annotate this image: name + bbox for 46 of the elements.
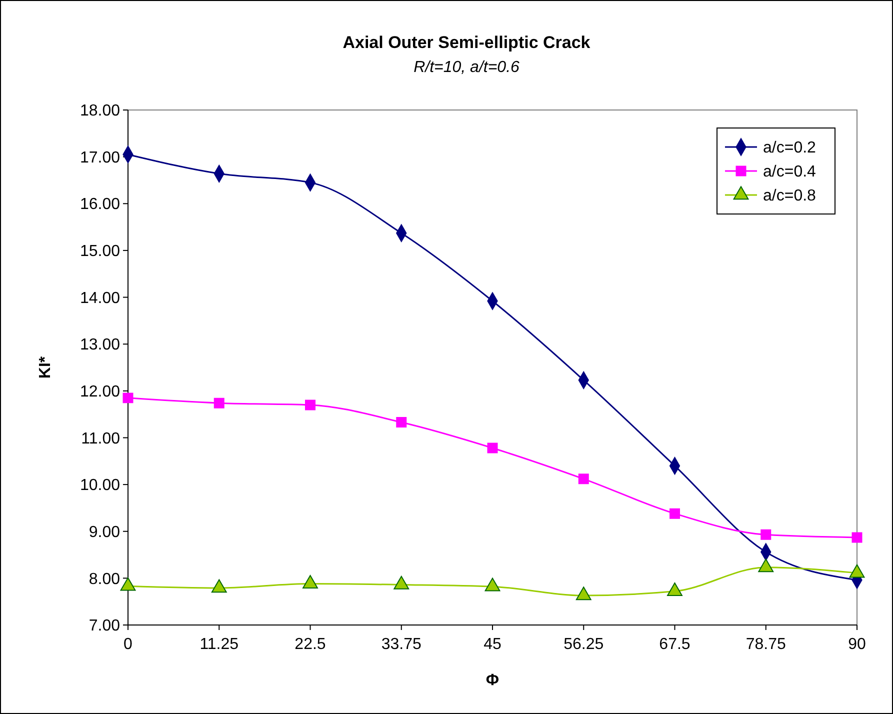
x-tick-label: 45 bbox=[484, 636, 502, 653]
y-tick-label: 11.00 bbox=[81, 430, 120, 448]
legend-label: a/c=0.2 bbox=[763, 140, 816, 157]
x-axis-title: Φ bbox=[486, 672, 500, 689]
legend-label: a/c=0.4 bbox=[763, 164, 816, 181]
point bbox=[852, 532, 862, 543]
y-axis-title: KI* bbox=[37, 356, 54, 379]
point bbox=[578, 474, 589, 484]
point bbox=[214, 398, 224, 408]
point bbox=[305, 400, 316, 410]
y-tick-label: 17.00 bbox=[80, 149, 120, 166]
x-tick-label: 67.5 bbox=[659, 636, 690, 653]
point bbox=[487, 442, 498, 454]
x-tick-label: 90 bbox=[848, 636, 866, 653]
x-tick-label: 22.5 bbox=[294, 636, 326, 653]
point bbox=[396, 417, 407, 428]
point bbox=[576, 586, 592, 600]
point bbox=[120, 577, 136, 591]
point bbox=[302, 574, 318, 588]
x-tick-label: 11.25 bbox=[200, 636, 239, 653]
point bbox=[122, 392, 134, 404]
point bbox=[849, 564, 865, 578]
y-tick-label: 7.00 bbox=[88, 618, 120, 635]
y-tick-label: 16.00 bbox=[80, 196, 120, 214]
chart-title: Axial Outer Semi-elliptic Crack bbox=[342, 33, 591, 52]
x-tick-label: 33.75 bbox=[381, 636, 422, 653]
y-tick-label: 8.00 bbox=[88, 570, 120, 588]
x-tick-label: 56.25 bbox=[564, 636, 604, 653]
point bbox=[670, 508, 680, 519]
legend-label: a/c=0.8 bbox=[763, 188, 816, 205]
y-tick-label: 9.00 bbox=[88, 524, 120, 541]
point bbox=[667, 582, 682, 596]
point bbox=[394, 576, 410, 590]
point bbox=[760, 529, 772, 540]
y-tick-label: 13.00 bbox=[80, 336, 120, 354]
x-tick-label: 0 bbox=[124, 636, 133, 653]
y-tick-label: 10.00 bbox=[80, 477, 120, 494]
y-tick-label: 12.00 bbox=[80, 384, 120, 401]
y-tick-label: 15.00 bbox=[80, 243, 120, 260]
y-tick-label: 14.00 bbox=[80, 290, 120, 307]
chart-subtitle: R/t=10, a/t=0.6 bbox=[414, 59, 520, 76]
y-tick-label: 18.00 bbox=[80, 102, 120, 120]
point bbox=[758, 558, 774, 572]
point bbox=[211, 579, 227, 593]
x-tick-label: 78.75 bbox=[746, 636, 786, 653]
point bbox=[484, 578, 500, 592]
